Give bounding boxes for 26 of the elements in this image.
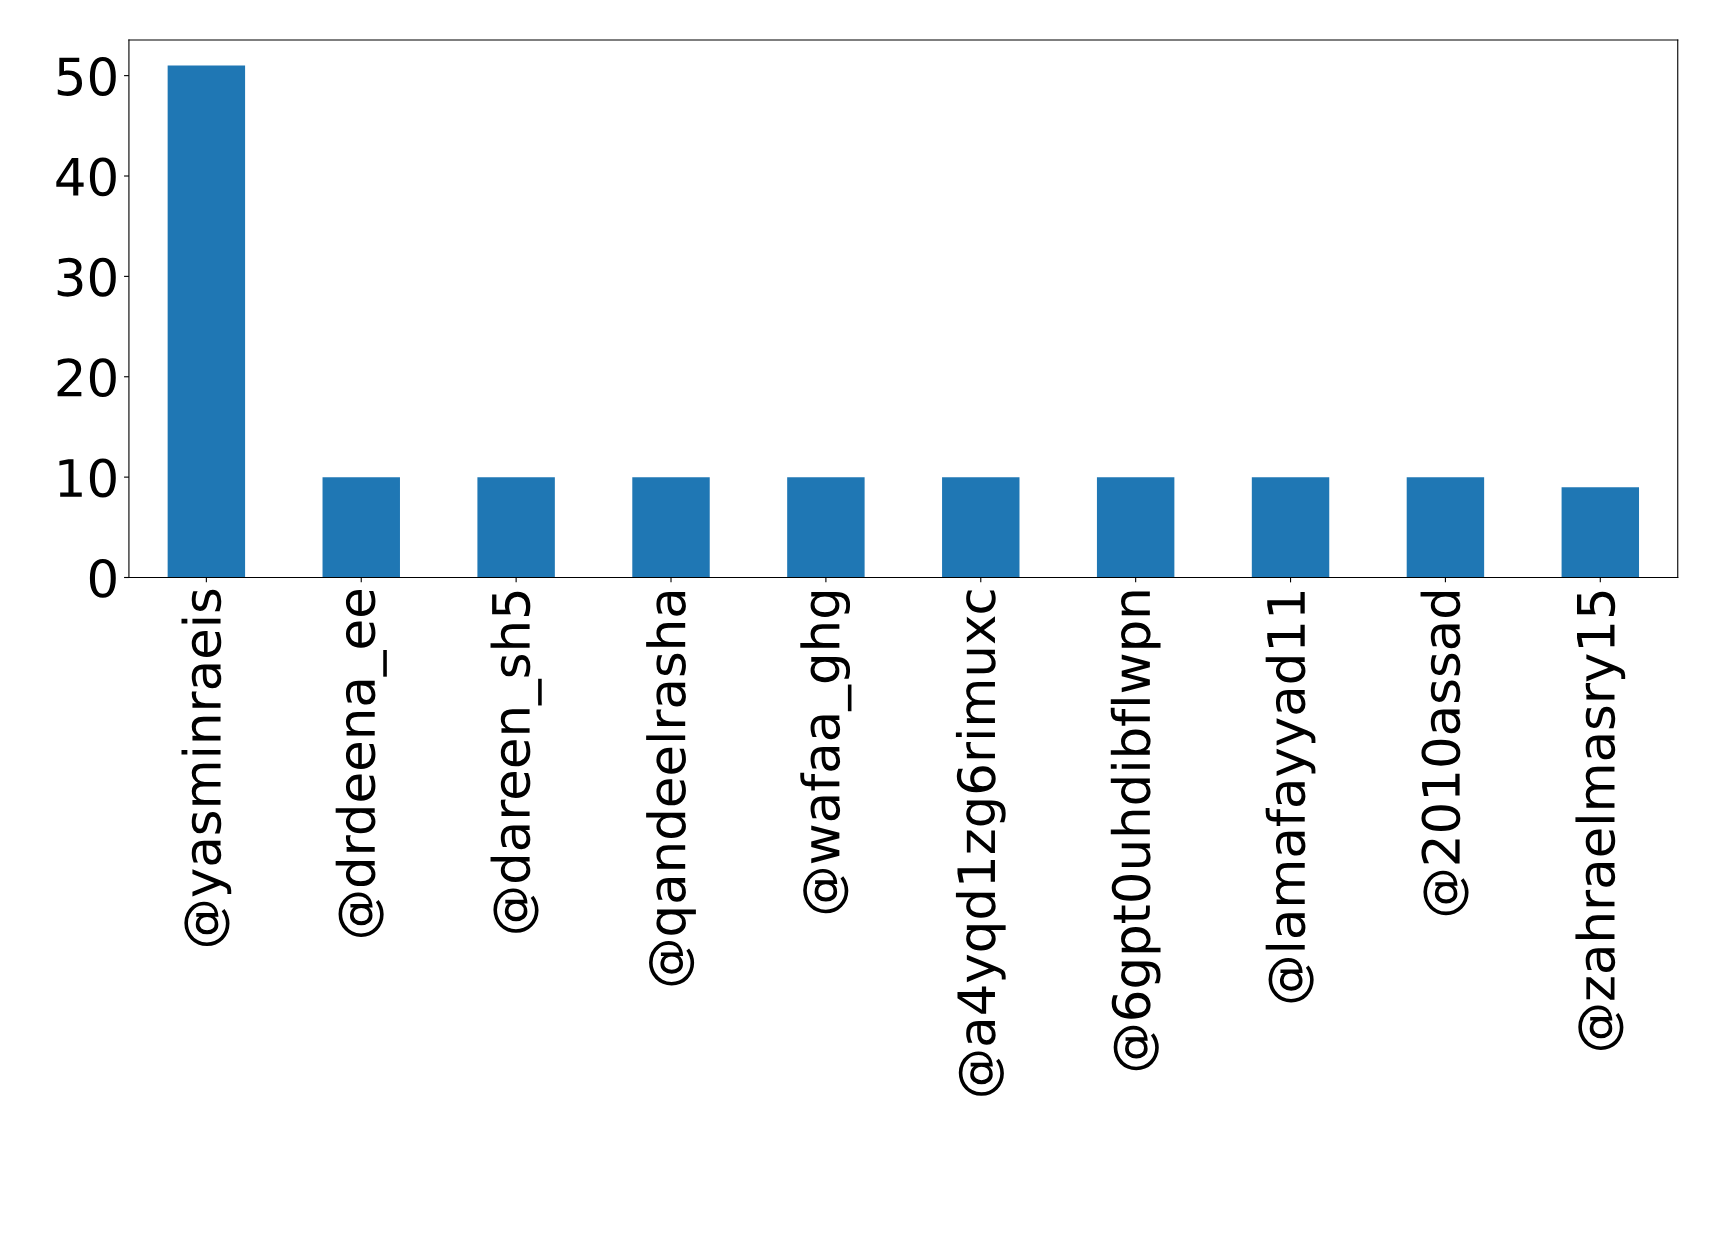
x-tick-label: @6gpt0uhdibflwpn xyxy=(1110,591,1161,1071)
bar xyxy=(167,65,246,578)
y-tick-label: 40 xyxy=(56,157,116,197)
y-tick-label: 10 xyxy=(59,458,116,498)
bar xyxy=(787,477,865,578)
x-tick-label: @lamafayyad11 xyxy=(1265,591,1316,1003)
y-tick-label: 0 xyxy=(89,558,116,598)
bar xyxy=(1251,477,1330,578)
bar xyxy=(632,477,710,578)
bar xyxy=(1406,477,1485,578)
x-tick-label: @dareen_sh5 xyxy=(490,591,542,933)
y-tick-label: 20 xyxy=(57,358,116,398)
x-tick-label: @a4yqd1zg6rimuxc xyxy=(955,590,1006,1096)
x-tick-label: @2010assad xyxy=(1420,591,1469,916)
x-tick-label: @zahraelmasry15 xyxy=(1575,591,1626,1051)
y-tick-label: 30 xyxy=(57,257,116,297)
x-tick-label: @qandeelrasha xyxy=(646,591,696,986)
x-tick-label: @wafaa_ghg xyxy=(800,591,852,914)
bar xyxy=(1096,477,1175,578)
x-tick-label: @drdeena_ee xyxy=(335,589,387,937)
bar xyxy=(1561,487,1640,578)
bar xyxy=(322,477,400,578)
bar xyxy=(477,477,555,578)
bar xyxy=(942,477,1020,578)
y-tick-label: 50 xyxy=(57,57,116,96)
x-tick-label: @yasminraeis xyxy=(181,589,232,947)
